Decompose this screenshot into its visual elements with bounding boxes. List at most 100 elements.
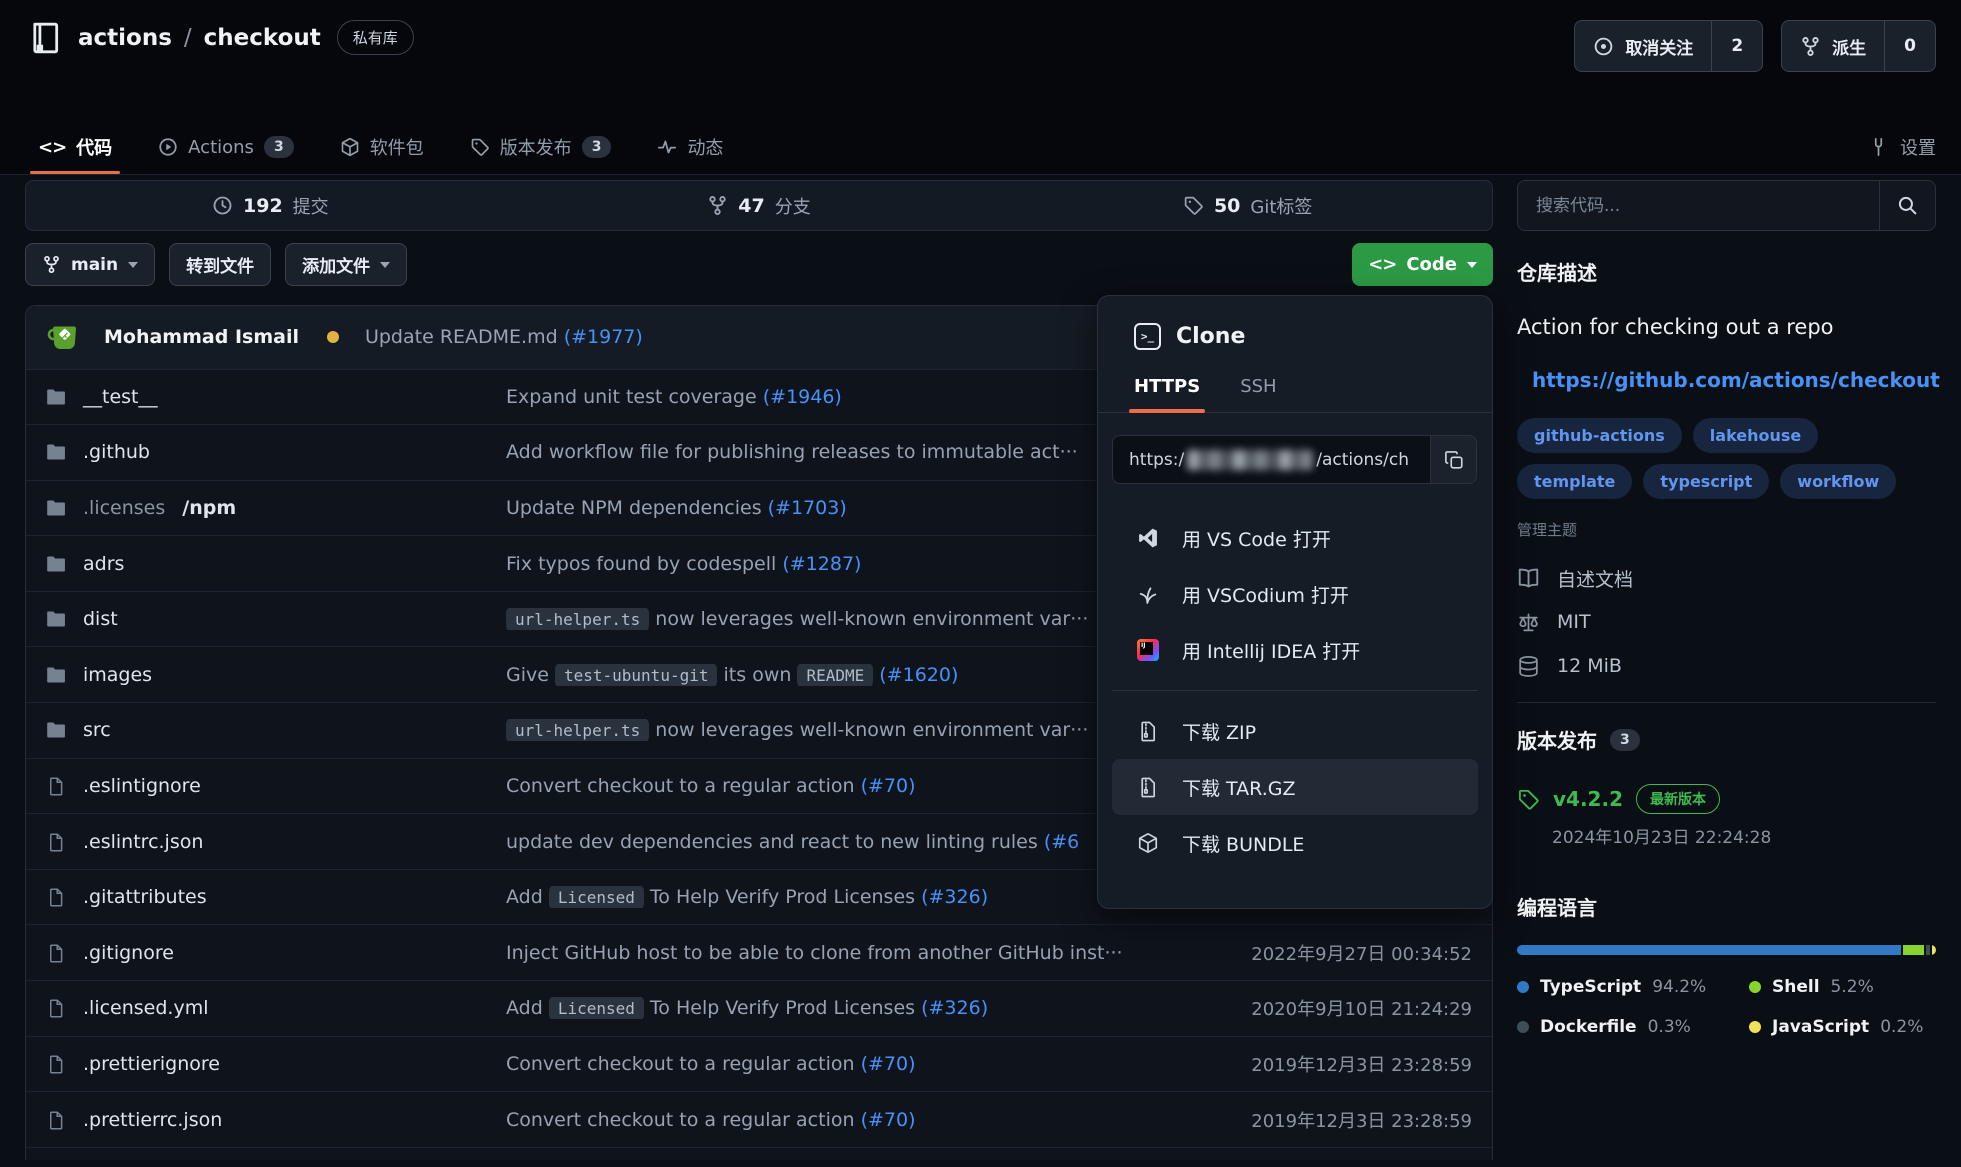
file-name[interactable]: images xyxy=(83,663,153,686)
zip-file-icon xyxy=(1135,720,1161,742)
topic-chip[interactable]: workflow xyxy=(1780,464,1897,499)
open-vscode-item[interactable]: 用 VS Code 打开 xyxy=(1112,510,1478,566)
commit-status-dot[interactable] xyxy=(326,331,339,344)
tab-code[interactable]: <> 代码 xyxy=(29,120,121,174)
tab-releases[interactable]: 版本发布 3 xyxy=(470,120,612,174)
release-tag-link[interactable]: v4.2.2 xyxy=(1553,787,1623,811)
commit-date: 2020年9月10日 21:24:29 xyxy=(1251,999,1472,1021)
download-zip-item[interactable]: 下载 ZIP xyxy=(1112,703,1478,759)
language-bar[interactable] xyxy=(1517,945,1936,955)
tab-https[interactable]: HTTPS xyxy=(1128,376,1206,413)
file-name[interactable]: .prettierignore xyxy=(83,1052,220,1075)
table-row[interactable]: .eslintignore Convert checkout to a regu… xyxy=(26,757,1492,814)
table-row[interactable]: adrs Fix typos found by codespell (#1287… xyxy=(26,535,1492,591)
language-segment xyxy=(1517,945,1901,955)
file-name[interactable]: .gitattributes xyxy=(83,886,207,909)
language-item[interactable]: Shell 5.2% xyxy=(1749,977,1936,997)
website-row: https://github.com/actions/checkout xyxy=(1517,368,1940,392)
search-input[interactable] xyxy=(1518,181,1879,230)
table-row[interactable]: .prettierignore Convert checkout to a re… xyxy=(26,1035,1492,1092)
topic-chip[interactable]: typescript xyxy=(1643,464,1770,499)
table-row[interactable]: __test__ Expand unit test coverage (#194… xyxy=(26,368,1492,425)
file-name[interactable]: src xyxy=(83,719,111,742)
avatar[interactable] xyxy=(46,319,82,355)
tags-stat[interactable]: 50 Git标签 xyxy=(1003,181,1492,230)
code-download-button[interactable]: <> Code xyxy=(1352,243,1493,286)
commits-stat[interactable]: 192 提交 xyxy=(26,181,515,230)
pr-link[interactable]: (#1620) xyxy=(879,663,959,686)
goto-file-button[interactable]: 转到文件 xyxy=(169,243,272,286)
language-item[interactable]: JavaScript 0.2% xyxy=(1749,1017,1936,1037)
table-row[interactable]: .licensed.yml Add Licensed To Help Verif… xyxy=(26,980,1492,1036)
open-intellij-item[interactable]: IJ 用 Intellij IDEA 打开 xyxy=(1112,622,1478,678)
file-name[interactable]: /npm xyxy=(182,496,237,519)
fork-count[interactable]: 0 xyxy=(1884,21,1935,71)
file-name[interactable]: .eslintignore xyxy=(83,774,201,797)
table-row[interactable]: .github Add workflow file for publishing… xyxy=(26,424,1492,480)
unwatch-button[interactable]: 取消关注 2 xyxy=(1574,20,1764,72)
topic-chip[interactable]: github-actions xyxy=(1517,418,1682,453)
breadcrumb-owner[interactable]: actions xyxy=(78,24,172,51)
language-legend: TypeScript 94.2% Shell 5.2% Dockerfile 0… xyxy=(1517,977,1936,1037)
fork-button[interactable]: 派生 0 xyxy=(1781,20,1936,72)
file-name[interactable]: .github xyxy=(83,441,150,464)
pr-link[interactable]: (#70) xyxy=(860,1052,916,1075)
table-row[interactable]: images Give test-ubuntu-git its own READ… xyxy=(26,646,1492,702)
breadcrumb-repo[interactable]: checkout xyxy=(203,24,321,51)
search-button[interactable] xyxy=(1879,181,1935,230)
website-link[interactable]: https://github.com/actions/checkout xyxy=(1532,368,1940,392)
copy-url-button[interactable] xyxy=(1431,435,1477,484)
open-vscodium-item[interactable]: 用 VSCodium 打开 xyxy=(1112,566,1478,622)
add-file-button[interactable]: 添加文件 xyxy=(285,243,408,286)
pr-link[interactable]: (#1287) xyxy=(782,552,862,575)
file-name[interactable]: .eslintrc.json xyxy=(83,830,204,853)
file-name[interactable]: adrs xyxy=(83,552,125,575)
topic-chip[interactable]: template xyxy=(1517,464,1633,499)
tab-activity[interactable]: 动态 xyxy=(657,120,723,174)
pr-link[interactable]: (#326) xyxy=(921,997,989,1020)
pr-link[interactable]: (#70) xyxy=(860,774,916,797)
readme-link[interactable]: 自述文档 xyxy=(1517,556,1936,600)
pr-link[interactable]: (#1946) xyxy=(762,385,842,408)
tab-actions[interactable]: Actions 3 xyxy=(158,120,294,174)
tab-ssh[interactable]: SSH xyxy=(1240,376,1277,397)
pr-link[interactable]: (#70) xyxy=(860,1108,916,1131)
language-item[interactable]: TypeScript 94.2% xyxy=(1517,977,1749,997)
branches-stat[interactable]: 47 分支 xyxy=(515,181,1004,230)
table-row[interactable]: .eslintrc.json update dev dependencies a… xyxy=(26,813,1492,869)
repo-meta: 自述文档 MIT 12 MiB xyxy=(1517,556,1936,688)
file-name[interactable]: .licensed.yml xyxy=(83,997,209,1020)
tab-packages[interactable]: 软件包 xyxy=(340,120,424,174)
table-row[interactable]: .prettierrc.json Convert checkout to a r… xyxy=(26,1091,1492,1147)
language-dot xyxy=(1517,1021,1529,1033)
repo-size[interactable]: 12 MiB xyxy=(1517,644,1936,688)
file-name[interactable]: .gitignore xyxy=(83,941,174,964)
clone-url-row: https:/ /actions/ch xyxy=(1112,435,1477,484)
table-row[interactable]: .licenses/npm Update NPM dependencies (#… xyxy=(26,479,1492,536)
watch-count[interactable]: 2 xyxy=(1711,21,1762,71)
file-name[interactable]: dist xyxy=(83,608,118,631)
table-row[interactable]: src url-helper.ts now leverages well-kno… xyxy=(26,702,1492,758)
commit-pr-link[interactable]: (#1977) xyxy=(563,326,643,349)
file-name[interactable]: .prettierrc.json xyxy=(83,1108,223,1131)
file-icon xyxy=(50,999,63,1018)
pr-link[interactable]: (#1703) xyxy=(767,496,847,519)
download-bundle-item[interactable]: 下载 BUNDLE xyxy=(1112,815,1478,871)
file-name[interactable]: __test__ xyxy=(83,385,158,408)
manage-topics-link[interactable]: 管理主题 xyxy=(1517,521,1578,539)
pr-link[interactable]: (#326) xyxy=(921,886,989,909)
download-targz-item[interactable]: 下载 TAR.GZ xyxy=(1112,759,1478,815)
play-circle-icon xyxy=(158,137,178,157)
topic-chip[interactable]: lakehouse xyxy=(1692,418,1819,453)
language-segment xyxy=(1902,945,1924,955)
table-row[interactable]: .gitignore Inject GitHub host to be able… xyxy=(26,924,1492,980)
license-link[interactable]: MIT xyxy=(1517,600,1936,644)
pr-link[interactable]: (#6 xyxy=(1043,830,1080,853)
tab-settings[interactable]: 设置 xyxy=(1870,120,1936,174)
commit-author[interactable]: Mohammad Ismail xyxy=(104,326,299,349)
language-item[interactable]: Dockerfile 0.3% xyxy=(1517,1017,1749,1037)
table-row[interactable]: dist url-helper.ts now leverages well-kn… xyxy=(26,590,1492,647)
branch-selector[interactable]: main xyxy=(25,243,156,286)
code-brackets-icon: <> xyxy=(1368,254,1397,275)
clone-url-input[interactable]: https:/ /actions/ch xyxy=(1112,435,1431,484)
